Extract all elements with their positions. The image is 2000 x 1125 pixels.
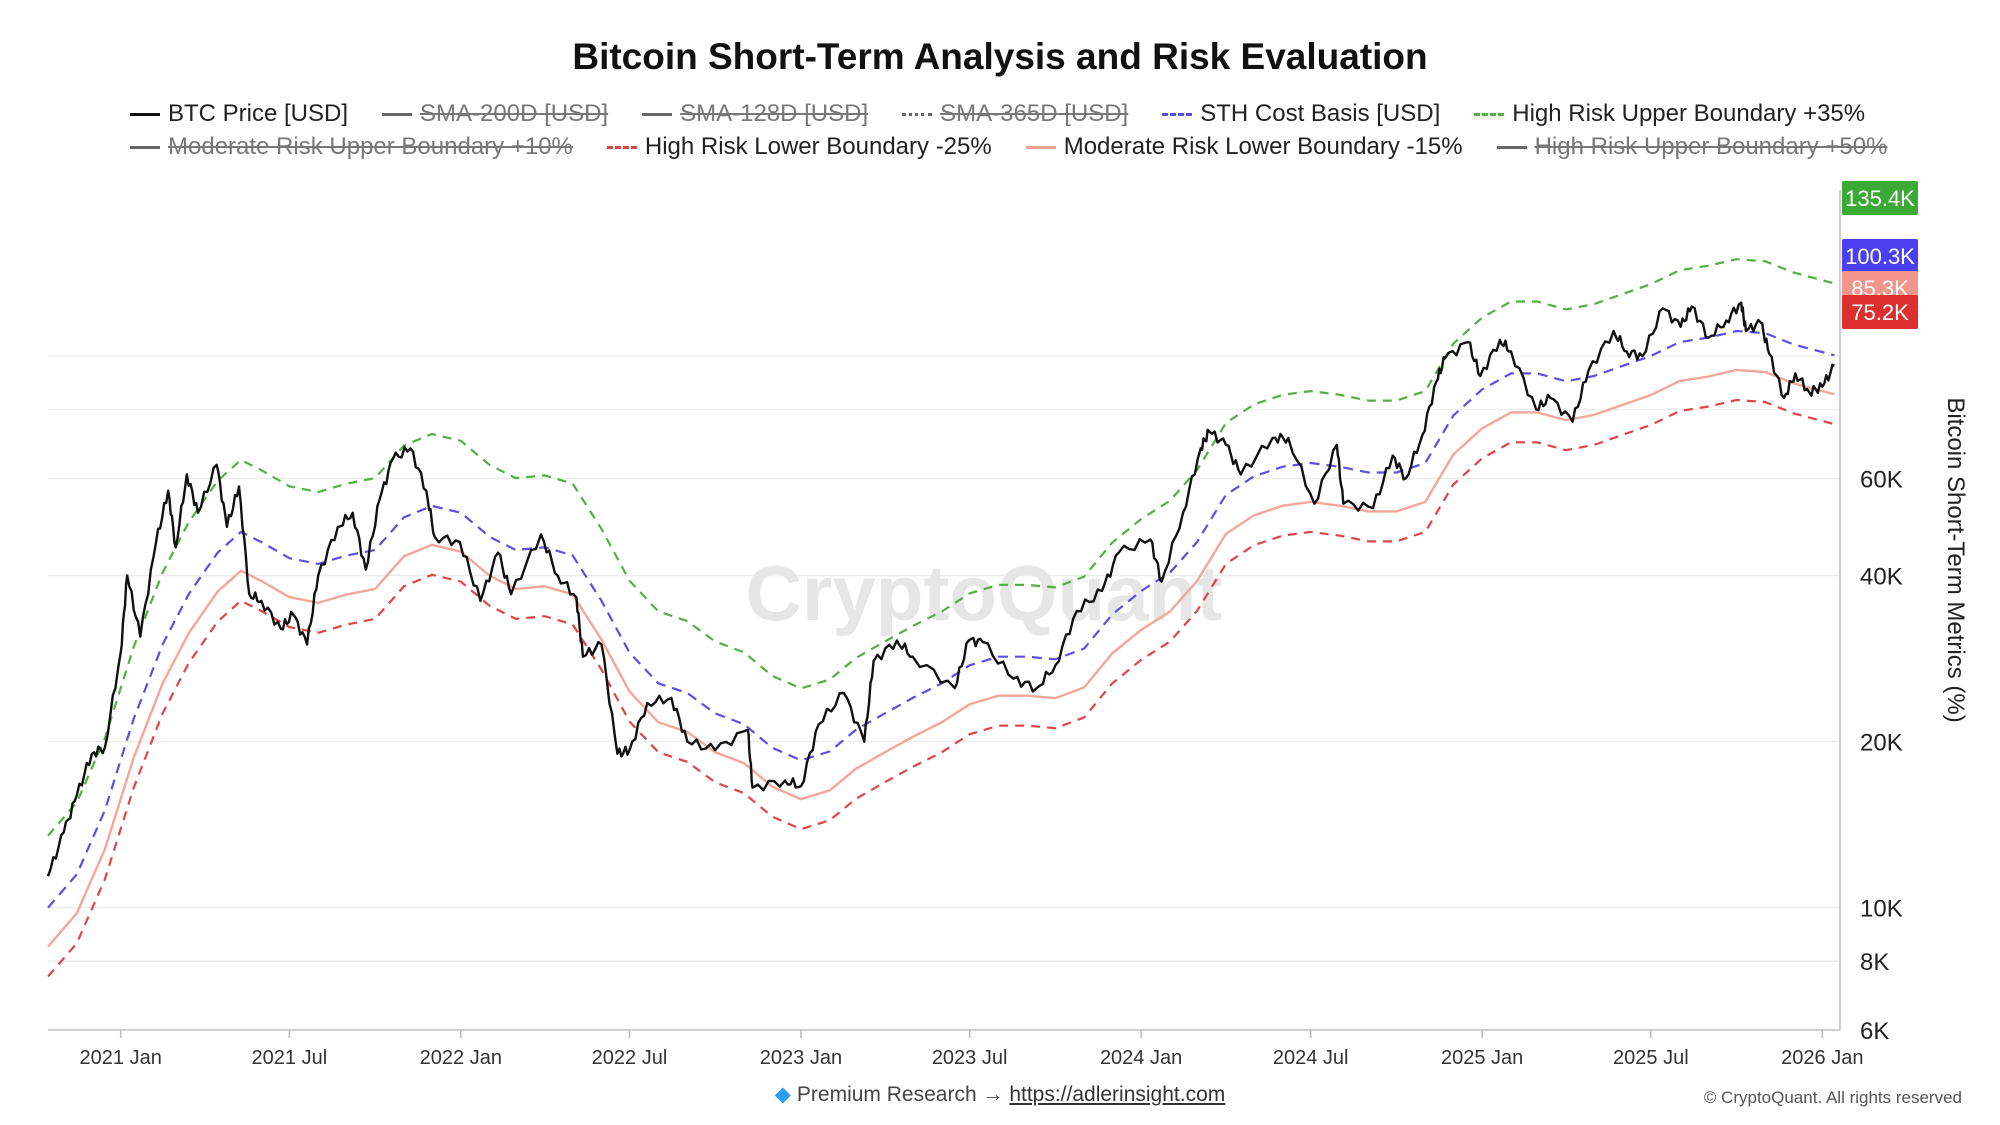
legend-label: Moderate Risk Upper Boundary +10% [168, 133, 573, 160]
legend-label: SMA-128D [USD] [680, 100, 869, 127]
value-badge-135-4K: 135.4K [1842, 181, 1918, 215]
legend-swatch [902, 112, 933, 116]
x-tick-label: 2021 Jul [252, 1047, 328, 1069]
x-tick-label: 2022 Jan [420, 1047, 502, 1069]
value-badge-100-3K: 100.3K [1842, 239, 1918, 273]
badge-label: 75.2K [1851, 300, 1909, 325]
y-axis-title: Bitcoin Short-Term Metrics (%) [1942, 397, 1969, 722]
x-tick-label: 2025 Jul [1613, 1047, 1689, 1069]
series-sth-cost-basis [47, 329, 1835, 909]
legend-row-2: Moderate Risk Upper Boundary +10% High R… [130, 133, 1930, 161]
x-tick-label: 2022 Jul [592, 1047, 668, 1069]
copyright: © CryptoQuant. All rights reserved [1703, 1088, 1962, 1107]
legend-item-btc-price[interactable]: BTC Price [USD] [130, 100, 348, 128]
legend-swatch [130, 112, 160, 116]
value-badge-75-2K: 75.2K [1842, 295, 1918, 329]
badge-background [1842, 181, 1918, 215]
y-tick-label: 20K [1860, 730, 1903, 757]
x-tick-label: 2024 Jan [1100, 1047, 1182, 1069]
legend-item-moderate-risk-lower[interactable]: Moderate Risk Lower Boundary -15% [1025, 133, 1463, 161]
x-tick-label: 2023 Jul [932, 1047, 1008, 1069]
x-tick-label: 2025 Jan [1441, 1047, 1523, 1069]
legend-swatch [1474, 112, 1505, 116]
legend-swatch [1162, 112, 1193, 116]
x-tick-label: 2023 Jan [760, 1047, 842, 1069]
legend-swatch [1025, 145, 1056, 149]
x-tick-label: 2026 Jan [1781, 1047, 1863, 1069]
legend-label: SMA-365D [USD] [940, 100, 1129, 127]
badge-background [1842, 295, 1918, 329]
legend-label: High Risk Lower Boundary -25% [644, 133, 992, 160]
legend-label: BTC Price [USD] [168, 100, 349, 127]
watermark: CryptoQuant [746, 549, 1223, 637]
series-moderate-risk-lower [47, 368, 1835, 948]
legend-label: Moderate Risk Lower Boundary -15% [1063, 133, 1463, 160]
legend-item-moderate-risk-upper[interactable]: Moderate Risk Upper Boundary +10% [130, 133, 573, 161]
legend-swatch [606, 145, 637, 149]
legend-label: High Risk Upper Boundary +35% [1512, 100, 1866, 127]
chart-canvas[interactable]: 6K 8K 10K 20K 40K 60K 2021 Jan 2021 Jul 2022 Jan… [0, 180, 2000, 1080]
footer-text: Premium Research → [796, 1083, 1004, 1106]
legend-swatch [382, 112, 413, 116]
series-high-risk-upper [47, 258, 1835, 837]
series-high-risk-lower [47, 398, 1835, 978]
legend-item-sma-200d[interactable]: SMA-200D [USD] [382, 100, 608, 128]
legend-row-1: BTC Price [USD] SMA-200D [USD] SMA-128D … [130, 100, 1930, 128]
badge-background [1842, 239, 1918, 273]
legend-item-sth-cost-basis[interactable]: STH Cost Basis [USD] [1162, 100, 1440, 128]
x-tick-label: 2024 Jul [1273, 1047, 1349, 1069]
legend-item-high-risk-upper[interactable]: High Risk Upper Boundary +35% [1474, 100, 1865, 128]
x-tick-label: 2021 Jan [80, 1047, 162, 1069]
legend-swatch [1496, 145, 1527, 149]
footer-link[interactable]: https://adlerinsight.com [1009, 1083, 1226, 1106]
y-tick-label: 40K [1860, 564, 1903, 591]
series-btc-price [46, 301, 1835, 877]
badge-label: 135.4K [1845, 186, 1915, 211]
y-tick-label: 8K [1860, 949, 1889, 976]
y-tick-label: 10K [1860, 896, 1903, 923]
legend-swatch [642, 112, 673, 116]
legend-item-high-risk-lower[interactable]: High Risk Lower Boundary -25% [606, 133, 992, 161]
y-tick-label: 60K [1860, 466, 1903, 493]
chart-title: Bitcoin Short-Term Analysis and Risk Eva… [572, 36, 1428, 77]
legend-item-high-risk-upper-50[interactable]: High Risk Upper Boundary +50% [1496, 133, 1888, 161]
legend-label: STH Cost Basis [USD] [1200, 100, 1441, 127]
legend-item-sma-128d[interactable]: SMA-128D [USD] [642, 100, 868, 128]
diamond-icon: ◆ [774, 1083, 791, 1106]
legend-label: SMA-200D [USD] [420, 100, 609, 127]
y-tick-label: 6K [1860, 1018, 1889, 1045]
footer: ◆ Premium Research → https://adlerinsight… [0, 1082, 2000, 1107]
legend-item-sma-365d[interactable]: SMA-365D [USD] [902, 100, 1128, 128]
badge-label: 100.3K [1845, 244, 1915, 269]
legend-label: High Risk Upper Boundary +50% [1534, 133, 1888, 160]
legend-swatch [130, 145, 160, 149]
